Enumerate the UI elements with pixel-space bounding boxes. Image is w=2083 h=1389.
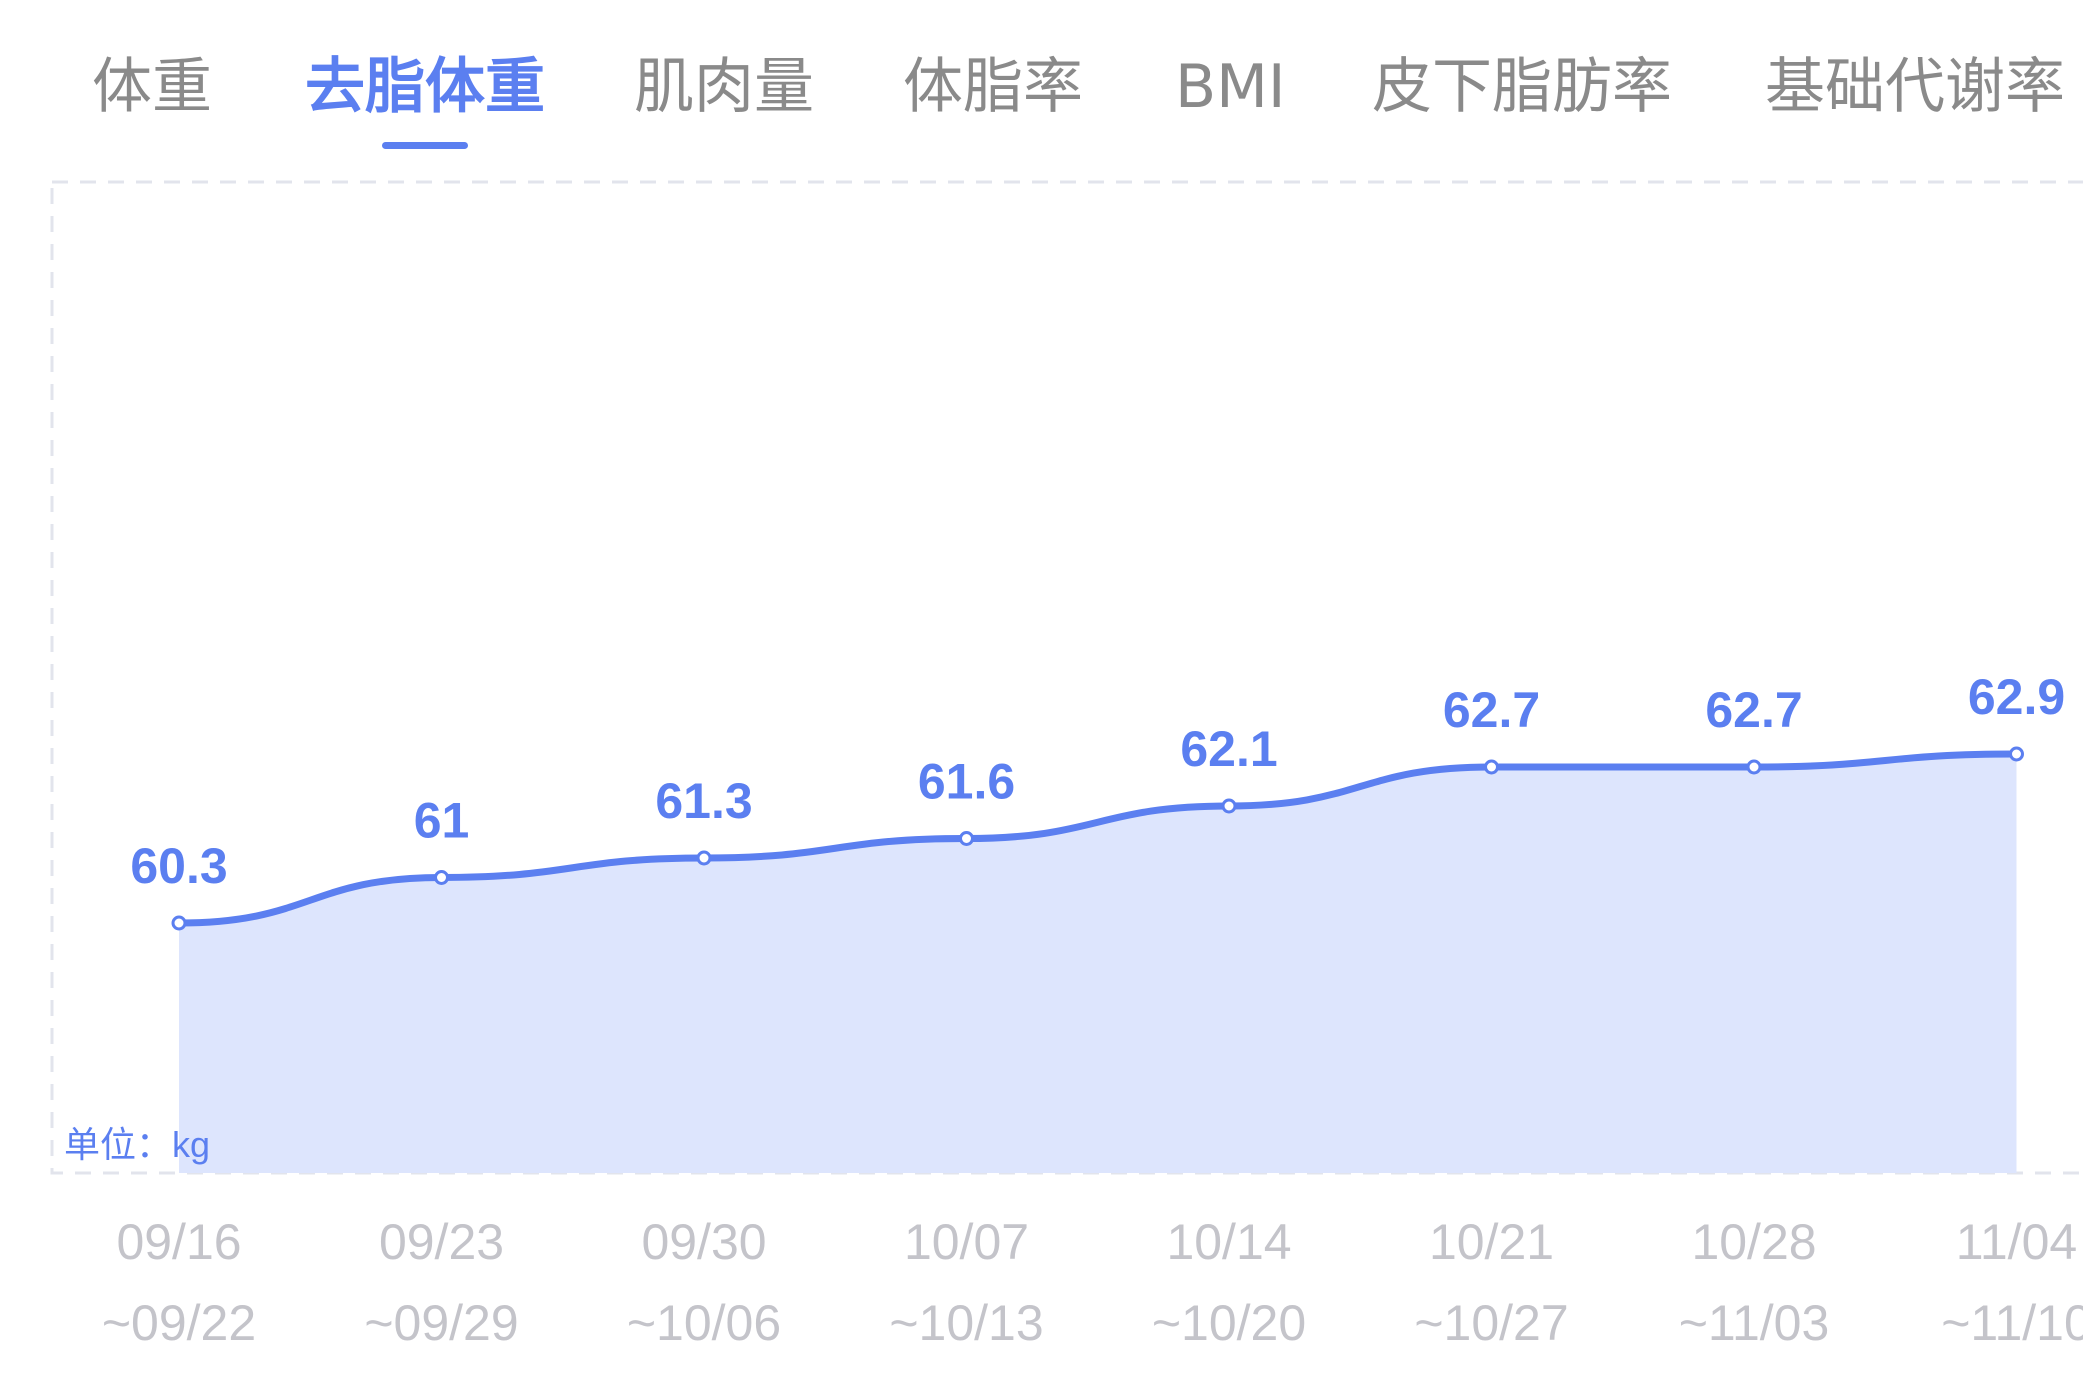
series-line bbox=[175, 750, 2020, 927]
data-label: 60.3 bbox=[130, 838, 227, 894]
x-tick-label-start: 10/07 bbox=[904, 1214, 1029, 1270]
tab-weight[interactable]: 体重 bbox=[92, 52, 212, 122]
unit-label: 单位：kg bbox=[64, 1124, 210, 1165]
tab-muscle-mass[interactable]: 肌肉量 bbox=[634, 52, 814, 122]
data-point bbox=[171, 915, 187, 931]
data-point bbox=[2009, 746, 2024, 762]
x-tick-label-start: 09/30 bbox=[641, 1214, 766, 1270]
x-tick-label-end: ~11/10 bbox=[1941, 1295, 2083, 1351]
data-point bbox=[696, 850, 712, 866]
tab-lean-body-mass[interactable]: 去脂体重 bbox=[305, 52, 545, 122]
x-tick-label-start: 09/16 bbox=[116, 1214, 241, 1270]
data-point bbox=[1221, 798, 1237, 814]
area-fill bbox=[179, 754, 2017, 1173]
data-label: 61.3 bbox=[655, 773, 752, 829]
data-point bbox=[434, 870, 449, 885]
x-tick-label-start: 10/21 bbox=[1429, 1214, 1554, 1270]
x-tick-label-end: ~10/27 bbox=[1414, 1295, 1568, 1351]
metric-tabs: 体重 去脂体重 肌肉量 体脂率 BMI 皮下脂肪率 基础代谢率 bbox=[0, 0, 2083, 150]
plot-area-frame bbox=[50, 180, 2083, 1175]
x-tick-label-end: ~10/20 bbox=[1152, 1295, 1306, 1351]
active-tab-indicator bbox=[382, 142, 468, 149]
data-point bbox=[959, 831, 974, 846]
x-tick-label-start: 11/04 bbox=[1956, 1214, 2077, 1270]
data-labels: 60.3 61 61.3 61.6 62.1 62.7 62.7 62.9 bbox=[130, 669, 2065, 894]
data-points bbox=[171, 746, 2024, 931]
x-tick-label-start: 09/23 bbox=[379, 1214, 504, 1270]
data-label: 62.1 bbox=[1180, 721, 1277, 777]
x-tick-label-end: ~10/06 bbox=[627, 1295, 781, 1351]
x-tick-label-end: ~09/22 bbox=[102, 1295, 256, 1351]
x-tick-label-start: 10/14 bbox=[1166, 1214, 1291, 1270]
data-label: 62.7 bbox=[1705, 682, 1802, 738]
x-tick-label-start: 10/28 bbox=[1691, 1214, 1816, 1270]
data-label: 61 bbox=[414, 793, 470, 849]
data-label: 61.6 bbox=[918, 754, 1015, 810]
x-tick-label-end: ~11/03 bbox=[1679, 1295, 1830, 1351]
x-tick-label-end: ~10/13 bbox=[889, 1295, 1043, 1351]
data-point bbox=[1484, 759, 1499, 775]
tab-bmi[interactable]: BMI bbox=[1175, 52, 1286, 122]
data-label: 62.7 bbox=[1443, 682, 1540, 738]
tab-basal-metabolic-rate[interactable]: 基础代谢率 bbox=[1765, 52, 2065, 122]
data-label: 62.9 bbox=[1968, 669, 2065, 725]
data-point bbox=[1746, 759, 1762, 775]
x-axis-tick-labels: 09/16 ~09/22 09/23 ~09/29 09/30 ~10/06 10/07 ~1… bbox=[102, 1214, 2083, 1351]
tab-subcutaneous-fat-rate[interactable]: 皮下脂肪率 bbox=[1372, 52, 1672, 122]
x-tick-label-end: ~09/29 bbox=[364, 1295, 518, 1351]
tab-body-fat-rate[interactable]: 体脂率 bbox=[903, 52, 1083, 122]
